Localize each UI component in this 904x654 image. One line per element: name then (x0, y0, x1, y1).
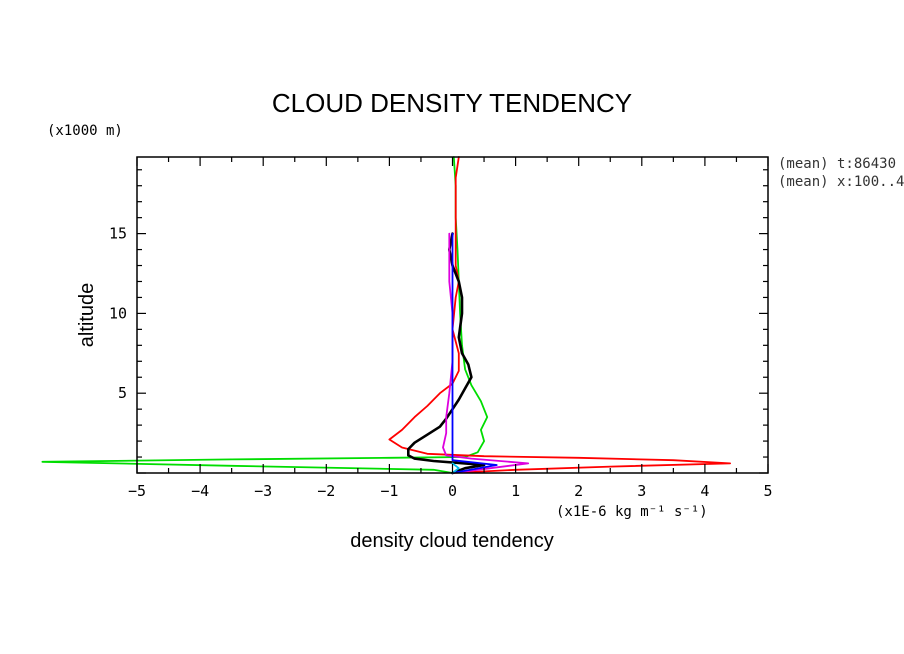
y-axis-label: altitude (76, 283, 98, 348)
x-tick-label: 5 (763, 482, 772, 500)
series-line-6 (451, 462, 460, 474)
series-line-2 (388, 156, 731, 474)
y-tick-label: 5 (118, 384, 127, 402)
y-tick-label: 10 (109, 304, 127, 322)
x-tick-label: −1 (380, 482, 398, 500)
series-layer (41, 156, 731, 475)
x-axis-label: density cloud tendency (350, 530, 553, 552)
y-axis-unit: (x1000 m) (47, 123, 123, 139)
x-tick-label: 1 (511, 482, 520, 500)
ticks-layer: −5 −4 −3 −2 −1 0 1 2 3 4 5 5 10 15 (109, 157, 773, 500)
x-axis-unit: (x1E-6 kg m⁻¹ s⁻¹) (556, 504, 708, 520)
series-line-5 (451, 232, 498, 474)
x-tick-label: −3 (254, 482, 272, 500)
x-tick-label: 4 (700, 482, 709, 500)
x-tick-label: 0 (448, 482, 457, 500)
annotation-x-mean: (mean) x:100..4 (778, 174, 904, 190)
x-tick-label: −4 (191, 482, 209, 500)
x-tick-label: 3 (637, 482, 646, 500)
chart-title: CLOUD DENSITY TENDENCY (272, 88, 632, 118)
x-tick-label: 2 (574, 482, 583, 500)
annotation-time-mean: (mean) t:86430 (778, 156, 896, 172)
x-tick-label: −2 (317, 482, 335, 500)
x-tick-label: −5 (128, 482, 146, 500)
series-line-1 (41, 156, 489, 474)
y-tick-label: 15 (109, 225, 127, 243)
